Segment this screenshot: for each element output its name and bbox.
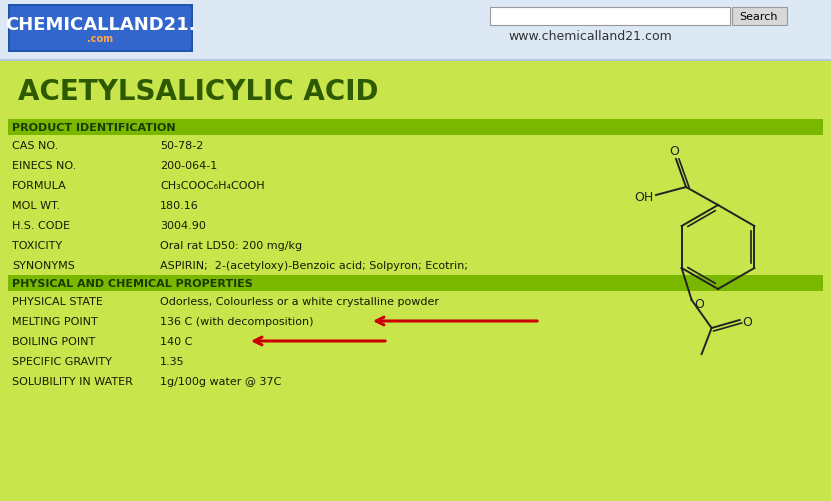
- Text: O: O: [669, 145, 679, 158]
- Bar: [8, 276, 823, 292]
- Text: PHYSICAL AND CHEMICAL PROPERTIES: PHYSICAL AND CHEMICAL PROPERTIES: [12, 279, 253, 289]
- Text: EINECS NO.: EINECS NO.: [12, 161, 76, 171]
- Text: CHEMICALLAND21.: CHEMICALLAND21.: [5, 16, 196, 34]
- Text: Odorless, Colourless or a white crystalline powder: Odorless, Colourless or a white crystall…: [160, 297, 439, 307]
- Text: www.chemicalland21.com: www.chemicalland21.com: [508, 31, 672, 44]
- Text: .com: .com: [87, 34, 114, 44]
- Text: 1g/100g water @ 37C: 1g/100g water @ 37C: [160, 376, 282, 386]
- Text: SYNONYMS: SYNONYMS: [12, 261, 75, 271]
- Bar: [0, 62, 831, 501]
- Text: Search: Search: [740, 12, 779, 22]
- Bar: [10, 7, 191, 51]
- Bar: [8, 5, 193, 53]
- Bar: [8, 120, 823, 136]
- Text: O: O: [695, 298, 705, 311]
- Text: 136 C (with decomposition): 136 C (with decomposition): [160, 316, 313, 326]
- Text: Oral rat LD50: 200 mg/kg: Oral rat LD50: 200 mg/kg: [160, 240, 302, 250]
- Text: 50-78-2: 50-78-2: [160, 141, 204, 151]
- Text: PRODUCT IDENTIFICATION: PRODUCT IDENTIFICATION: [12, 123, 175, 133]
- Bar: [0, 0, 831, 60]
- Text: H.S. CODE: H.S. CODE: [12, 220, 70, 230]
- Text: BOILING POINT: BOILING POINT: [12, 336, 96, 346]
- Text: FORMULA: FORMULA: [12, 181, 66, 190]
- Text: MOL WT.: MOL WT.: [12, 200, 60, 210]
- Text: ACETYLSALICYLIC ACID: ACETYLSALICYLIC ACID: [18, 78, 378, 106]
- Text: PHYSICAL STATE: PHYSICAL STATE: [12, 297, 103, 307]
- Text: O: O: [743, 316, 753, 329]
- Text: 180.16: 180.16: [160, 200, 199, 210]
- Text: 140 C: 140 C: [160, 336, 192, 346]
- Text: ASPIRIN;  2-(acetyloxy)-Benzoic acid; Solpyron; Ecotrin;: ASPIRIN; 2-(acetyloxy)-Benzoic acid; Sol…: [160, 261, 468, 271]
- Text: OH: OH: [634, 191, 654, 204]
- Bar: [732, 8, 787, 26]
- Text: CH₃COOC₆H₄COOH: CH₃COOC₆H₄COOH: [160, 181, 264, 190]
- Text: CAS NO.: CAS NO.: [12, 141, 58, 151]
- Text: SOLUBILITY IN WATER: SOLUBILITY IN WATER: [12, 376, 133, 386]
- Text: 200-064-1: 200-064-1: [160, 161, 217, 171]
- Text: TOXICITY: TOXICITY: [12, 240, 62, 250]
- Text: 1.35: 1.35: [160, 356, 184, 366]
- Bar: [490, 8, 730, 26]
- Text: 3004.90: 3004.90: [160, 220, 206, 230]
- Bar: [0, 60, 831, 62]
- Text: MELTING POINT: MELTING POINT: [12, 316, 98, 326]
- Text: SPECIFIC GRAVITY: SPECIFIC GRAVITY: [12, 356, 112, 366]
